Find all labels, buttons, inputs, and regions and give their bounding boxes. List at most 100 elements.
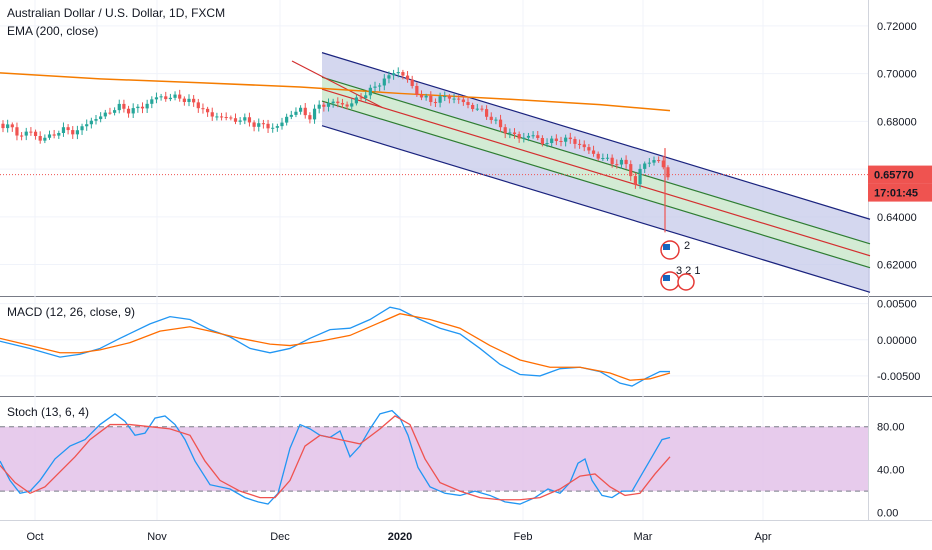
candle-body [24,131,28,136]
candle-body [173,94,177,98]
candle-body [154,97,159,100]
candle-body [419,95,424,98]
flag-canton [663,244,670,250]
candle-body [61,127,66,133]
candle-body [336,101,340,104]
macd-tick-label: 0.00500 [877,299,917,311]
last-price-value: 0.65770 [874,170,914,182]
candle-body [196,102,200,109]
candle-body [619,159,624,165]
candle-body [289,114,293,117]
candle-body [601,158,605,160]
candle-body [610,157,614,165]
macd-tick-label: 0.00000 [877,335,917,347]
candle-body [15,127,19,136]
candle-body [247,117,252,123]
stoch-tick-label: 80.00 [877,422,905,434]
candle-body [661,160,665,168]
candle-body [136,106,140,109]
candle-body [396,72,400,74]
candle-body [47,134,52,138]
ema-legend[interactable]: EMA (200, close) [7,24,99,38]
candle-body [57,132,61,136]
candle-body [447,96,451,99]
candle-body [6,124,10,129]
candle-body [382,78,386,86]
candle-body [638,168,642,185]
candle-body [261,123,265,125]
candle-body [452,98,456,100]
candle-body [99,116,103,120]
candle-body [243,117,247,121]
candle-body [103,112,107,117]
event-markers[interactable] [660,240,695,291]
channel-lower-line [321,125,871,293]
macd-legend[interactable]: MACD (12, 26, close, 9) [7,305,136,319]
candle-body [559,141,563,143]
candle-body [554,138,558,142]
candle-body [275,126,279,128]
candle-body [582,144,586,148]
ema-200-line [0,72,671,112]
candle-body [536,135,540,139]
candle-body [373,86,377,88]
candle-body [596,153,600,159]
candle-body [647,162,651,164]
candle-body [657,160,661,162]
candle-body [526,135,531,138]
signal-line [0,313,671,381]
candle-body [410,79,414,86]
candle-body [359,97,363,99]
stoch-k-line [0,409,671,505]
candle-body [568,137,572,140]
candle-body [591,150,596,154]
candle-body [312,108,317,120]
candle-body [540,138,544,145]
candle-body [192,98,196,103]
time-tick-label: Oct [26,531,43,543]
candle-body [271,127,275,129]
candle-body [438,96,442,103]
candle-body [387,75,391,79]
time-tick-label: Nov [147,531,167,543]
candle-body [317,104,321,109]
candle-body [187,98,191,102]
candle-body [94,119,98,121]
stoch-d-line [0,415,671,501]
event-count-other: 3 2 1 [676,265,700,277]
candle-body [573,139,577,144]
time-tick-label: Mar [634,531,653,543]
countdown-value: 17:01:45 [874,188,918,200]
candle-body [545,143,549,145]
candle-body [587,147,591,151]
candle-body [517,134,521,139]
candle-body [52,134,56,136]
candle-body [210,112,214,117]
candle-body [531,135,535,137]
candle-body [345,104,349,107]
candle-body [113,110,117,113]
macd-line [0,306,670,387]
macd-tick-label: -0.00500 [877,371,920,383]
candle-body [615,164,619,166]
candle-body [257,123,261,127]
candle-body [443,96,447,98]
candle-body [629,164,633,177]
symbol-title[interactable]: Australian Dollar / U.S. Dollar, 1D, FXC… [7,6,226,20]
last-price-badge [868,165,932,184]
channel-upper-inner-line [321,76,871,245]
candle-body [415,85,419,96]
candle-body [461,99,465,103]
candle-body [252,122,256,127]
candle-body [80,126,84,131]
candle-body [429,95,433,103]
stoch-legend[interactable]: Stoch (13, 6, 4) [7,405,90,419]
candle-body [43,137,47,141]
candle-body [229,117,233,119]
candle-body [508,132,512,134]
candle-body [475,108,479,110]
candle-body [522,137,526,139]
candle-body [485,109,489,117]
time-tick-label: Feb [514,531,533,543]
